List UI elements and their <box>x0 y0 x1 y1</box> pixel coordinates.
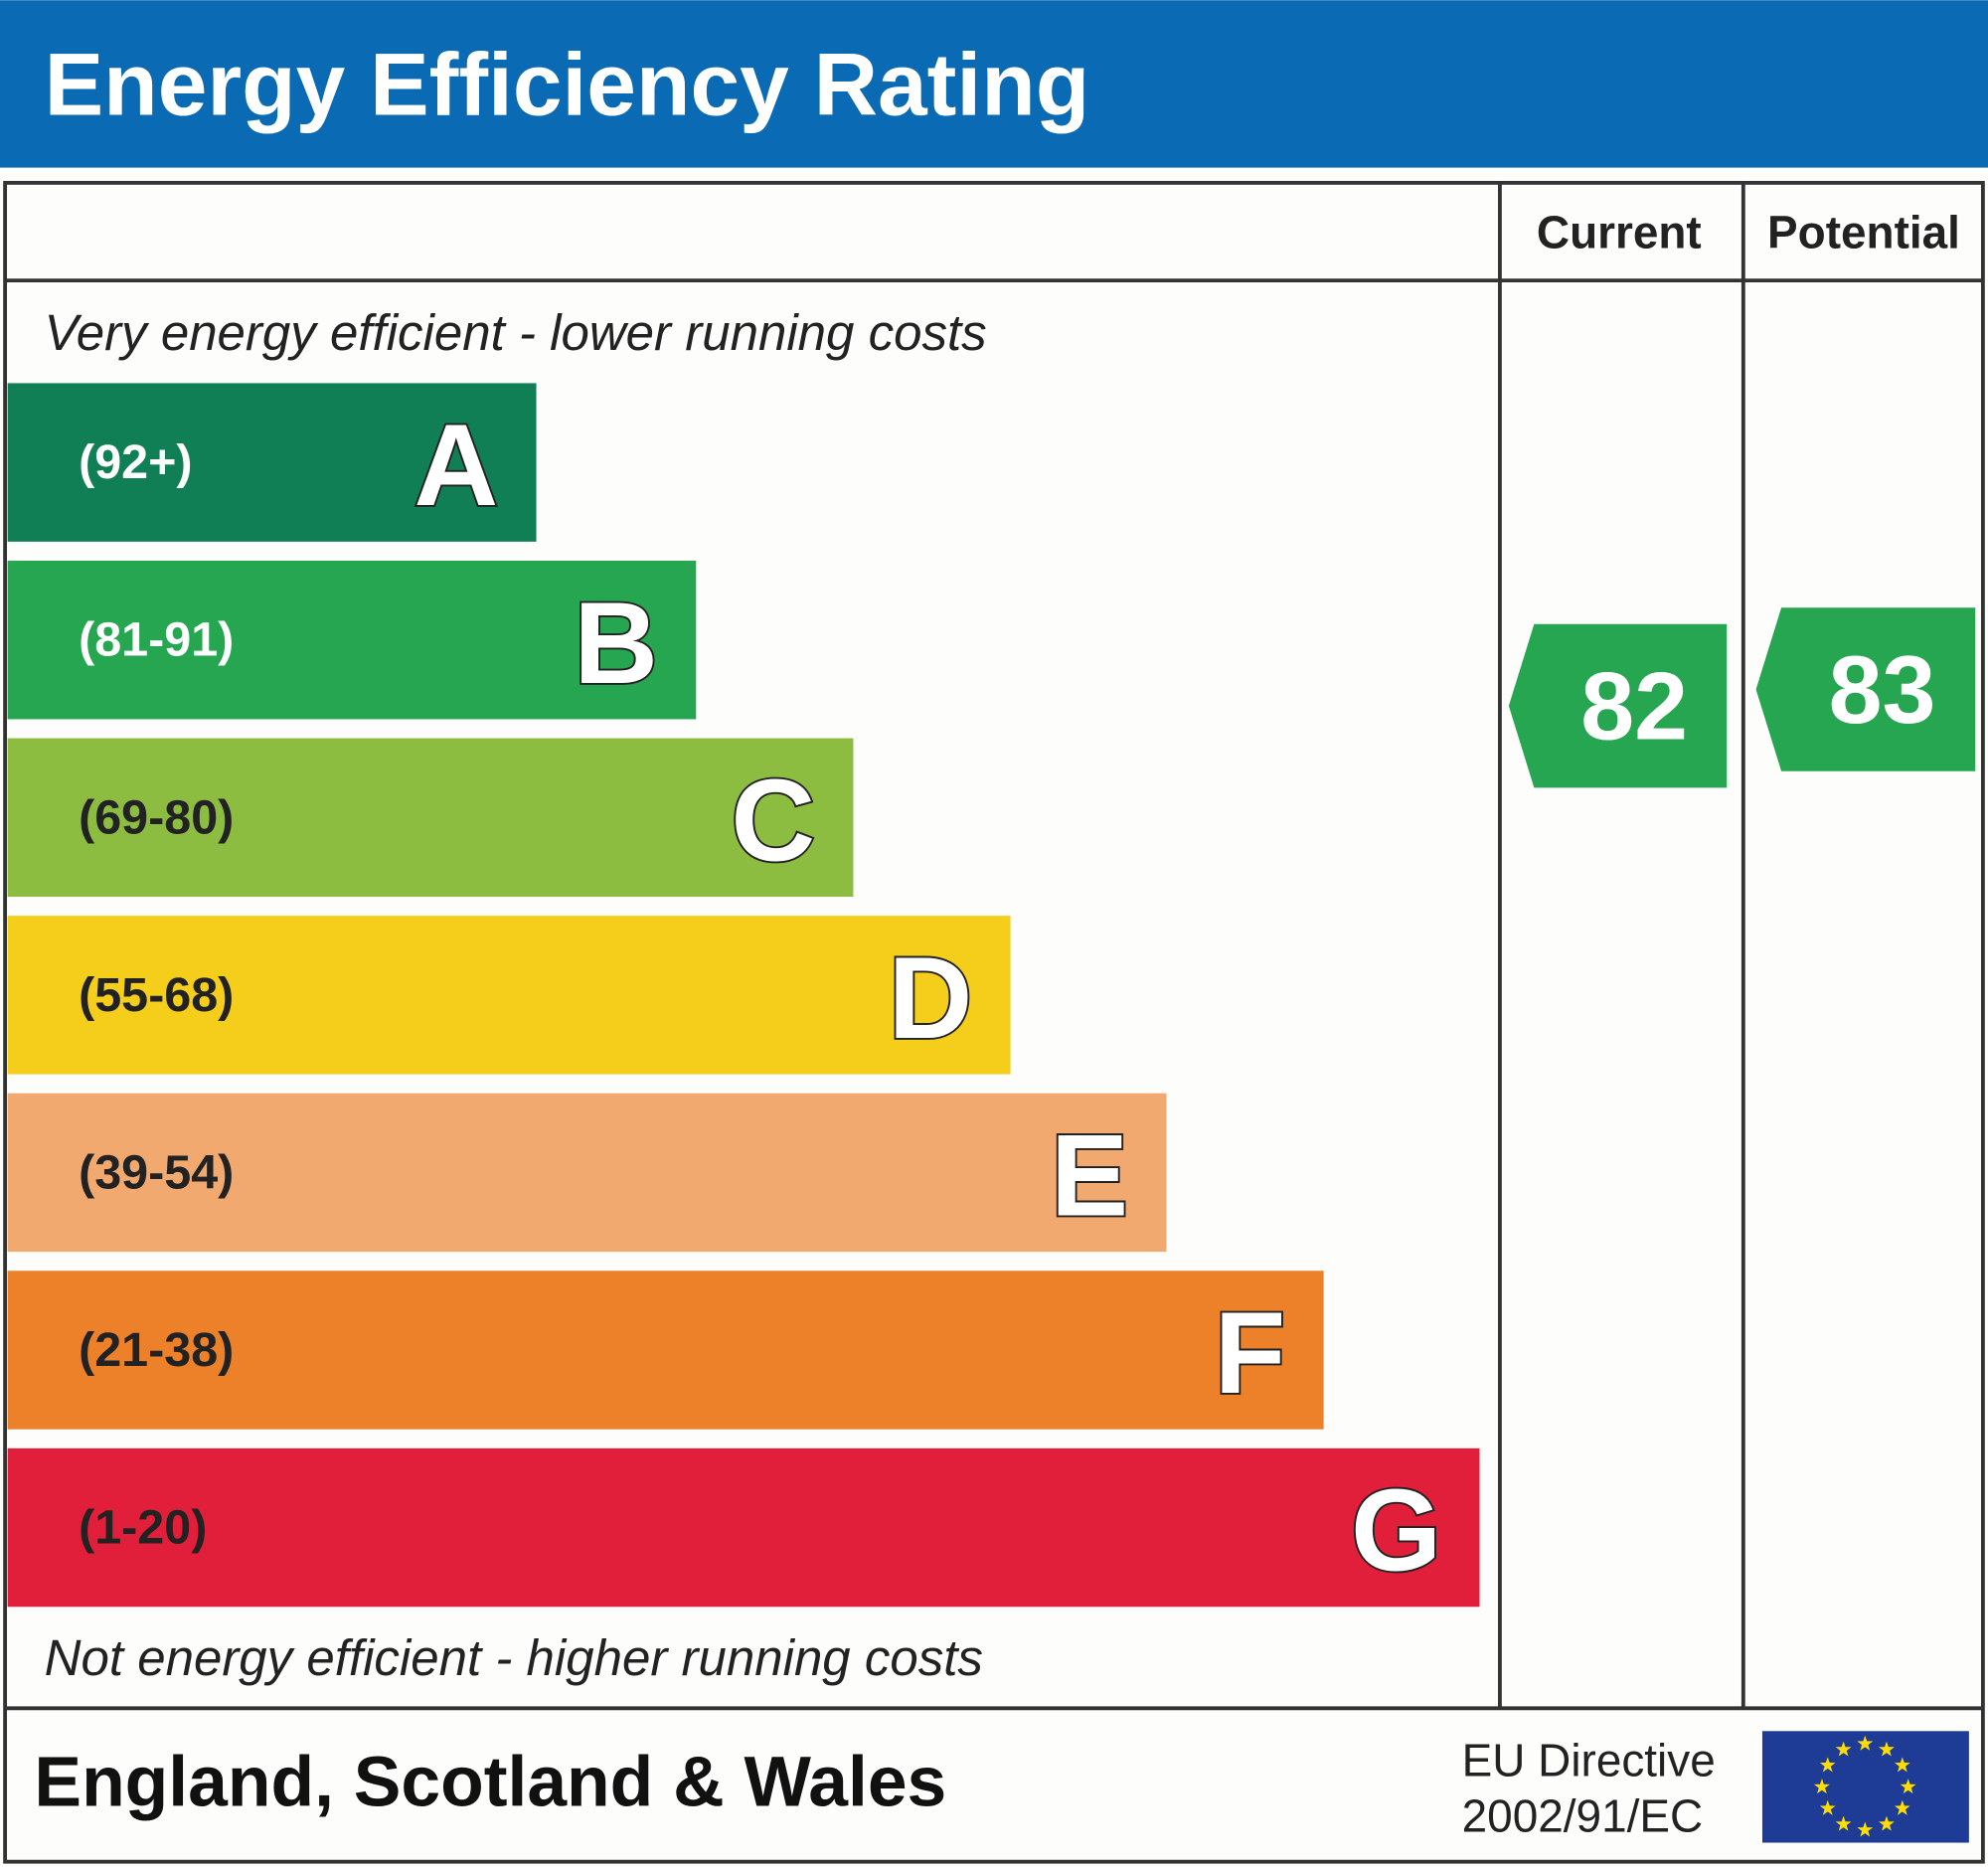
band <box>7 561 697 720</box>
band-range: (39-54) <box>79 1145 234 1199</box>
rating-value: 82 <box>1580 652 1688 761</box>
directive: 2002/91/EC <box>1462 1790 1703 1842</box>
band-range: (69-80) <box>79 790 234 844</box>
band <box>7 916 1011 1075</box>
band <box>7 1447 1480 1608</box>
eu-star <box>1879 1741 1895 1757</box>
column-header: Potential <box>1767 207 1960 258</box>
band-range: (1-20) <box>79 1501 207 1555</box>
band-range: (81-91) <box>79 613 234 667</box>
eu-star <box>1835 1815 1852 1831</box>
eu-star <box>1835 1741 1852 1757</box>
band-range: (21-38) <box>79 1323 234 1377</box>
directive: EU Directive <box>1462 1735 1716 1786</box>
eu-star <box>1857 1735 1874 1751</box>
eu-star <box>1894 1799 1910 1815</box>
rating-arrow <box>1755 607 1976 771</box>
eu-star <box>1879 1815 1895 1831</box>
header-bar <box>0 0 1988 168</box>
band <box>7 738 854 898</box>
band-letter: B <box>574 578 658 708</box>
eu-stars <box>1814 1735 1916 1837</box>
eu-star <box>1819 1799 1836 1815</box>
band <box>7 1271 1324 1430</box>
eu-star <box>1857 1821 1874 1837</box>
bottom-note: Not energy efficient - higher running co… <box>45 1629 983 1686</box>
band-letter: C <box>731 755 815 885</box>
band-letter: A <box>414 400 499 530</box>
rating-arrow <box>1508 623 1728 788</box>
band-range: (55-68) <box>79 968 234 1022</box>
eu-star <box>1894 1757 1910 1773</box>
band <box>7 383 537 542</box>
column-header: Current <box>1537 207 1702 258</box>
eu-star <box>1900 1779 1916 1794</box>
band-letter: F <box>1215 1287 1286 1418</box>
band-letter: G <box>1351 1465 1441 1596</box>
top-note: Very energy efficient - lower running co… <box>45 304 987 361</box>
band-letter: E <box>1051 1109 1128 1240</box>
band <box>7 1093 1167 1253</box>
region: England, Scotland & Wales <box>34 1742 946 1821</box>
band-letter: D <box>889 933 973 1063</box>
title: Energy Efficiency Rating <box>45 34 1090 133</box>
band-range: (92+) <box>79 435 192 489</box>
eu-star <box>1819 1757 1836 1773</box>
rating-value: 83 <box>1829 635 1936 744</box>
frame <box>3 180 1985 1864</box>
eu-star <box>1814 1779 1830 1794</box>
